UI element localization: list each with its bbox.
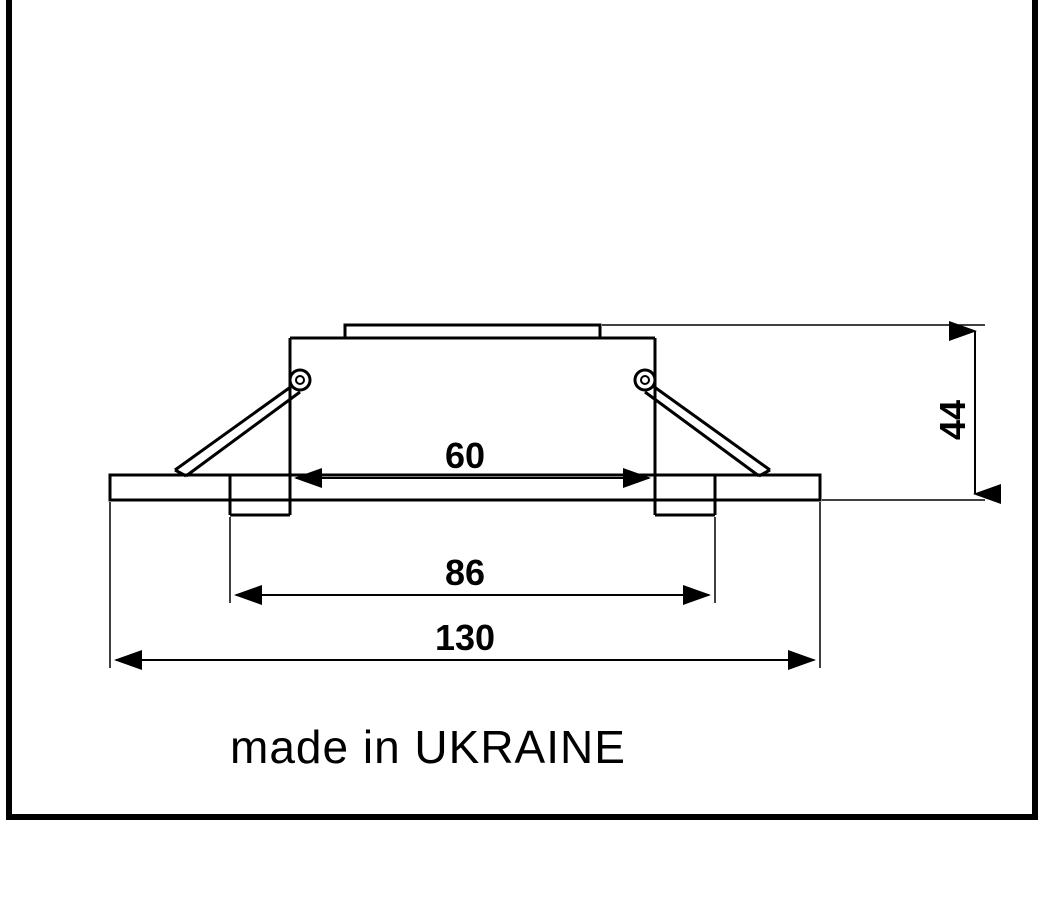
dim-86-label: 86	[445, 552, 485, 593]
dimension-lines	[116, 331, 975, 660]
fixture-outline	[110, 325, 820, 515]
dim-60-label: 60	[445, 435, 485, 476]
extension-lines	[110, 325, 985, 668]
dim-44-label: 44	[932, 400, 973, 440]
caption-text: made in UKRAINE	[230, 720, 626, 774]
dim-130-label: 130	[435, 617, 495, 658]
dimension-text: 60 86 130 44	[435, 400, 973, 658]
